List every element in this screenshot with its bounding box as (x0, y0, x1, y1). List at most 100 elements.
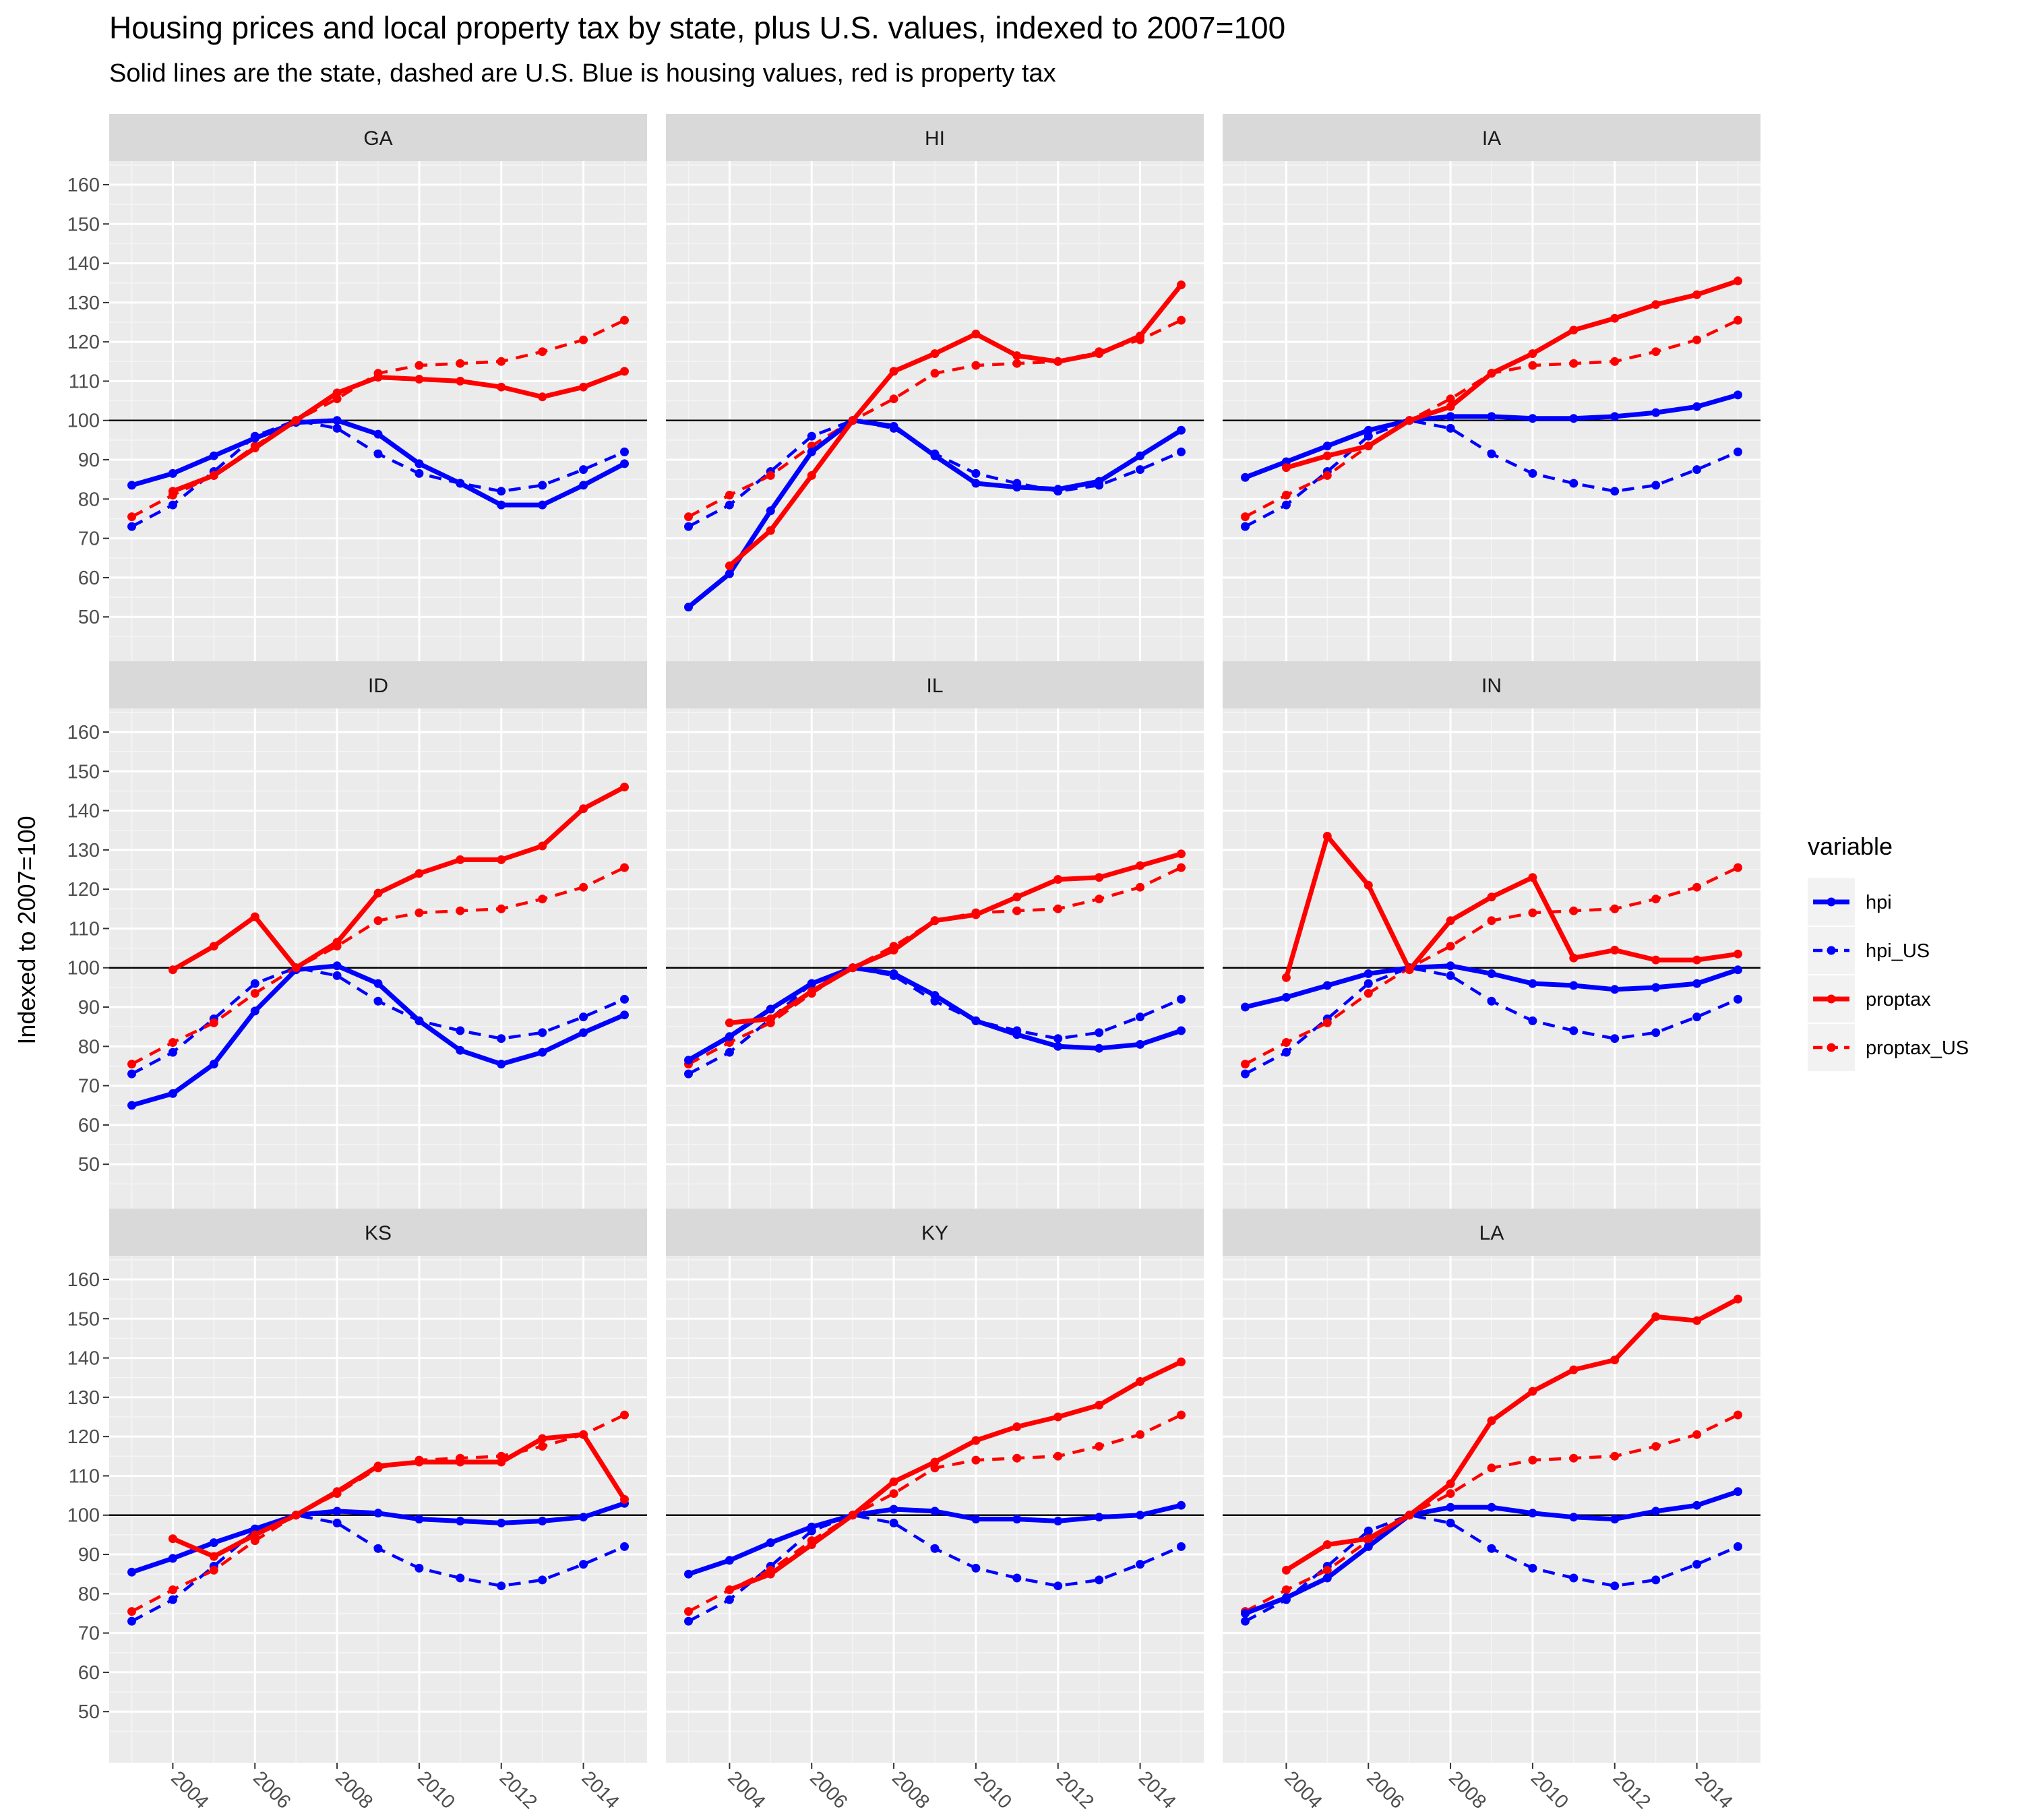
data-point-hpi-us (725, 1595, 734, 1604)
data-point-proptax-us (538, 1442, 547, 1451)
data-point-hpi-us (1281, 500, 1291, 510)
data-point-proptax (848, 963, 857, 973)
data-point-hpi (373, 979, 383, 988)
facet-strip-label: KS (365, 1222, 392, 1244)
data-point-hpi (725, 1556, 734, 1565)
data-point-proptax-us (930, 369, 940, 378)
data-point-hpi-us (1053, 1034, 1063, 1043)
data-point-hpi (1651, 1507, 1661, 1516)
data-point-hpi-us (538, 481, 547, 490)
data-point-hpi-us (332, 971, 342, 980)
data-point-proptax (807, 1540, 816, 1549)
facet-strip (1223, 661, 1760, 708)
data-point-proptax (456, 855, 465, 864)
data-point-hpi (1569, 981, 1579, 990)
data-point-hpi-us (168, 500, 177, 510)
y-axis-tick-label: 50 (78, 1154, 100, 1176)
data-point-hpi (1364, 425, 1373, 435)
data-point-hpi (127, 1101, 136, 1110)
data-point-hpi-us (1528, 468, 1537, 478)
data-point-proptax-us (766, 471, 775, 480)
data-point-proptax-us (1177, 863, 1186, 872)
data-point-proptax (848, 416, 857, 425)
data-point-hpi (684, 1056, 693, 1065)
data-point-hpi (1528, 1509, 1537, 1518)
data-point-proptax-us (1651, 1442, 1661, 1451)
x-axis-tick-label: 2004 (723, 1767, 769, 1813)
data-point-hpi-us (684, 1616, 693, 1626)
facet-strip (1223, 114, 1760, 161)
data-point-proptax-us (889, 1489, 898, 1498)
y-axis-tick-label: 110 (69, 371, 100, 392)
data-point-hpi-us (1734, 994, 1742, 1004)
data-point-proptax (415, 1457, 424, 1467)
data-point-hpi (889, 969, 898, 978)
data-point-hpi (1734, 390, 1742, 400)
data-point-proptax (1734, 1294, 1742, 1304)
y-axis-tick-label: 90 (78, 450, 100, 471)
data-point-hpi (1281, 1593, 1291, 1602)
chart-title: Housing prices and local property tax by… (109, 10, 1286, 45)
x-axis-tick-label: 2008 (331, 1767, 377, 1813)
y-axis-tick-label: 150 (67, 1308, 100, 1330)
data-point-hpi-us (1095, 1028, 1104, 1037)
data-point-hpi-us (1487, 449, 1496, 458)
x-axis-tick-label: 2012 (1052, 1767, 1098, 1813)
y-axis-tick-label: 150 (67, 214, 100, 235)
data-point-proptax (538, 1434, 547, 1443)
data-point-hpi (930, 451, 940, 460)
data-point-hpi (497, 1060, 506, 1069)
data-point-hpi-us (1012, 1573, 1022, 1583)
data-point-proptax-us (1446, 394, 1455, 404)
data-point-proptax-us (127, 1607, 136, 1616)
data-point-proptax (889, 1477, 898, 1486)
data-point-proptax-us (620, 315, 629, 325)
data-point-proptax (250, 444, 259, 453)
data-point-proptax (1446, 402, 1455, 411)
data-point-proptax-us (684, 1607, 693, 1616)
data-point-proptax-us (579, 882, 588, 892)
data-point-proptax (1446, 1479, 1455, 1488)
data-point-hpi-us (579, 465, 588, 475)
data-point-hpi (807, 447, 816, 456)
facet-strip-label: KY (921, 1222, 948, 1244)
data-point-proptax-us (1692, 1430, 1702, 1439)
data-point-hpi (538, 1517, 547, 1525)
data-point-hpi (1487, 1503, 1496, 1512)
data-point-proptax (889, 946, 898, 954)
data-point-hpi-us (1364, 1526, 1373, 1536)
data-point-proptax (971, 910, 981, 919)
y-axis-tick-label: 70 (78, 1076, 100, 1097)
data-point-proptax-us (1528, 908, 1537, 917)
data-point-hpi (1734, 965, 1742, 975)
legend-key-point (1827, 897, 1836, 907)
series-line-proptax (1285, 1297, 1740, 1573)
y-axis-tick-label: 60 (78, 1662, 100, 1684)
legend-label-hpi-us: hpi_US (1866, 940, 1930, 962)
data-point-hpi-us (1734, 1542, 1742, 1551)
data-point-proptax (497, 382, 506, 392)
data-point-hpi (889, 422, 898, 431)
data-point-proptax (250, 1530, 259, 1540)
y-axis-tick-label: 70 (78, 1623, 100, 1645)
data-point-hpi (766, 1004, 775, 1014)
data-point-proptax (579, 1430, 588, 1439)
data-point-hpi-us (1364, 979, 1373, 988)
data-point-proptax-us (415, 361, 424, 370)
data-point-hpi (332, 1507, 342, 1516)
data-point-hpi (497, 500, 506, 510)
data-point-proptax (1692, 1316, 1702, 1325)
y-axis-tick-label: 100 (67, 411, 100, 432)
data-point-proptax-us (1095, 894, 1104, 904)
y-axis-tick-label: 160 (67, 722, 100, 744)
data-point-hpi-us (1487, 996, 1496, 1006)
data-point-hpi-us (497, 487, 506, 496)
y-axis-tick-label: 150 (67, 761, 100, 783)
data-point-proptax (1322, 1540, 1332, 1549)
data-point-proptax-us (1446, 942, 1455, 951)
data-point-proptax (1281, 973, 1291, 982)
data-point-proptax (332, 938, 342, 947)
facet-strip (109, 1209, 647, 1256)
data-point-proptax (1053, 357, 1063, 366)
